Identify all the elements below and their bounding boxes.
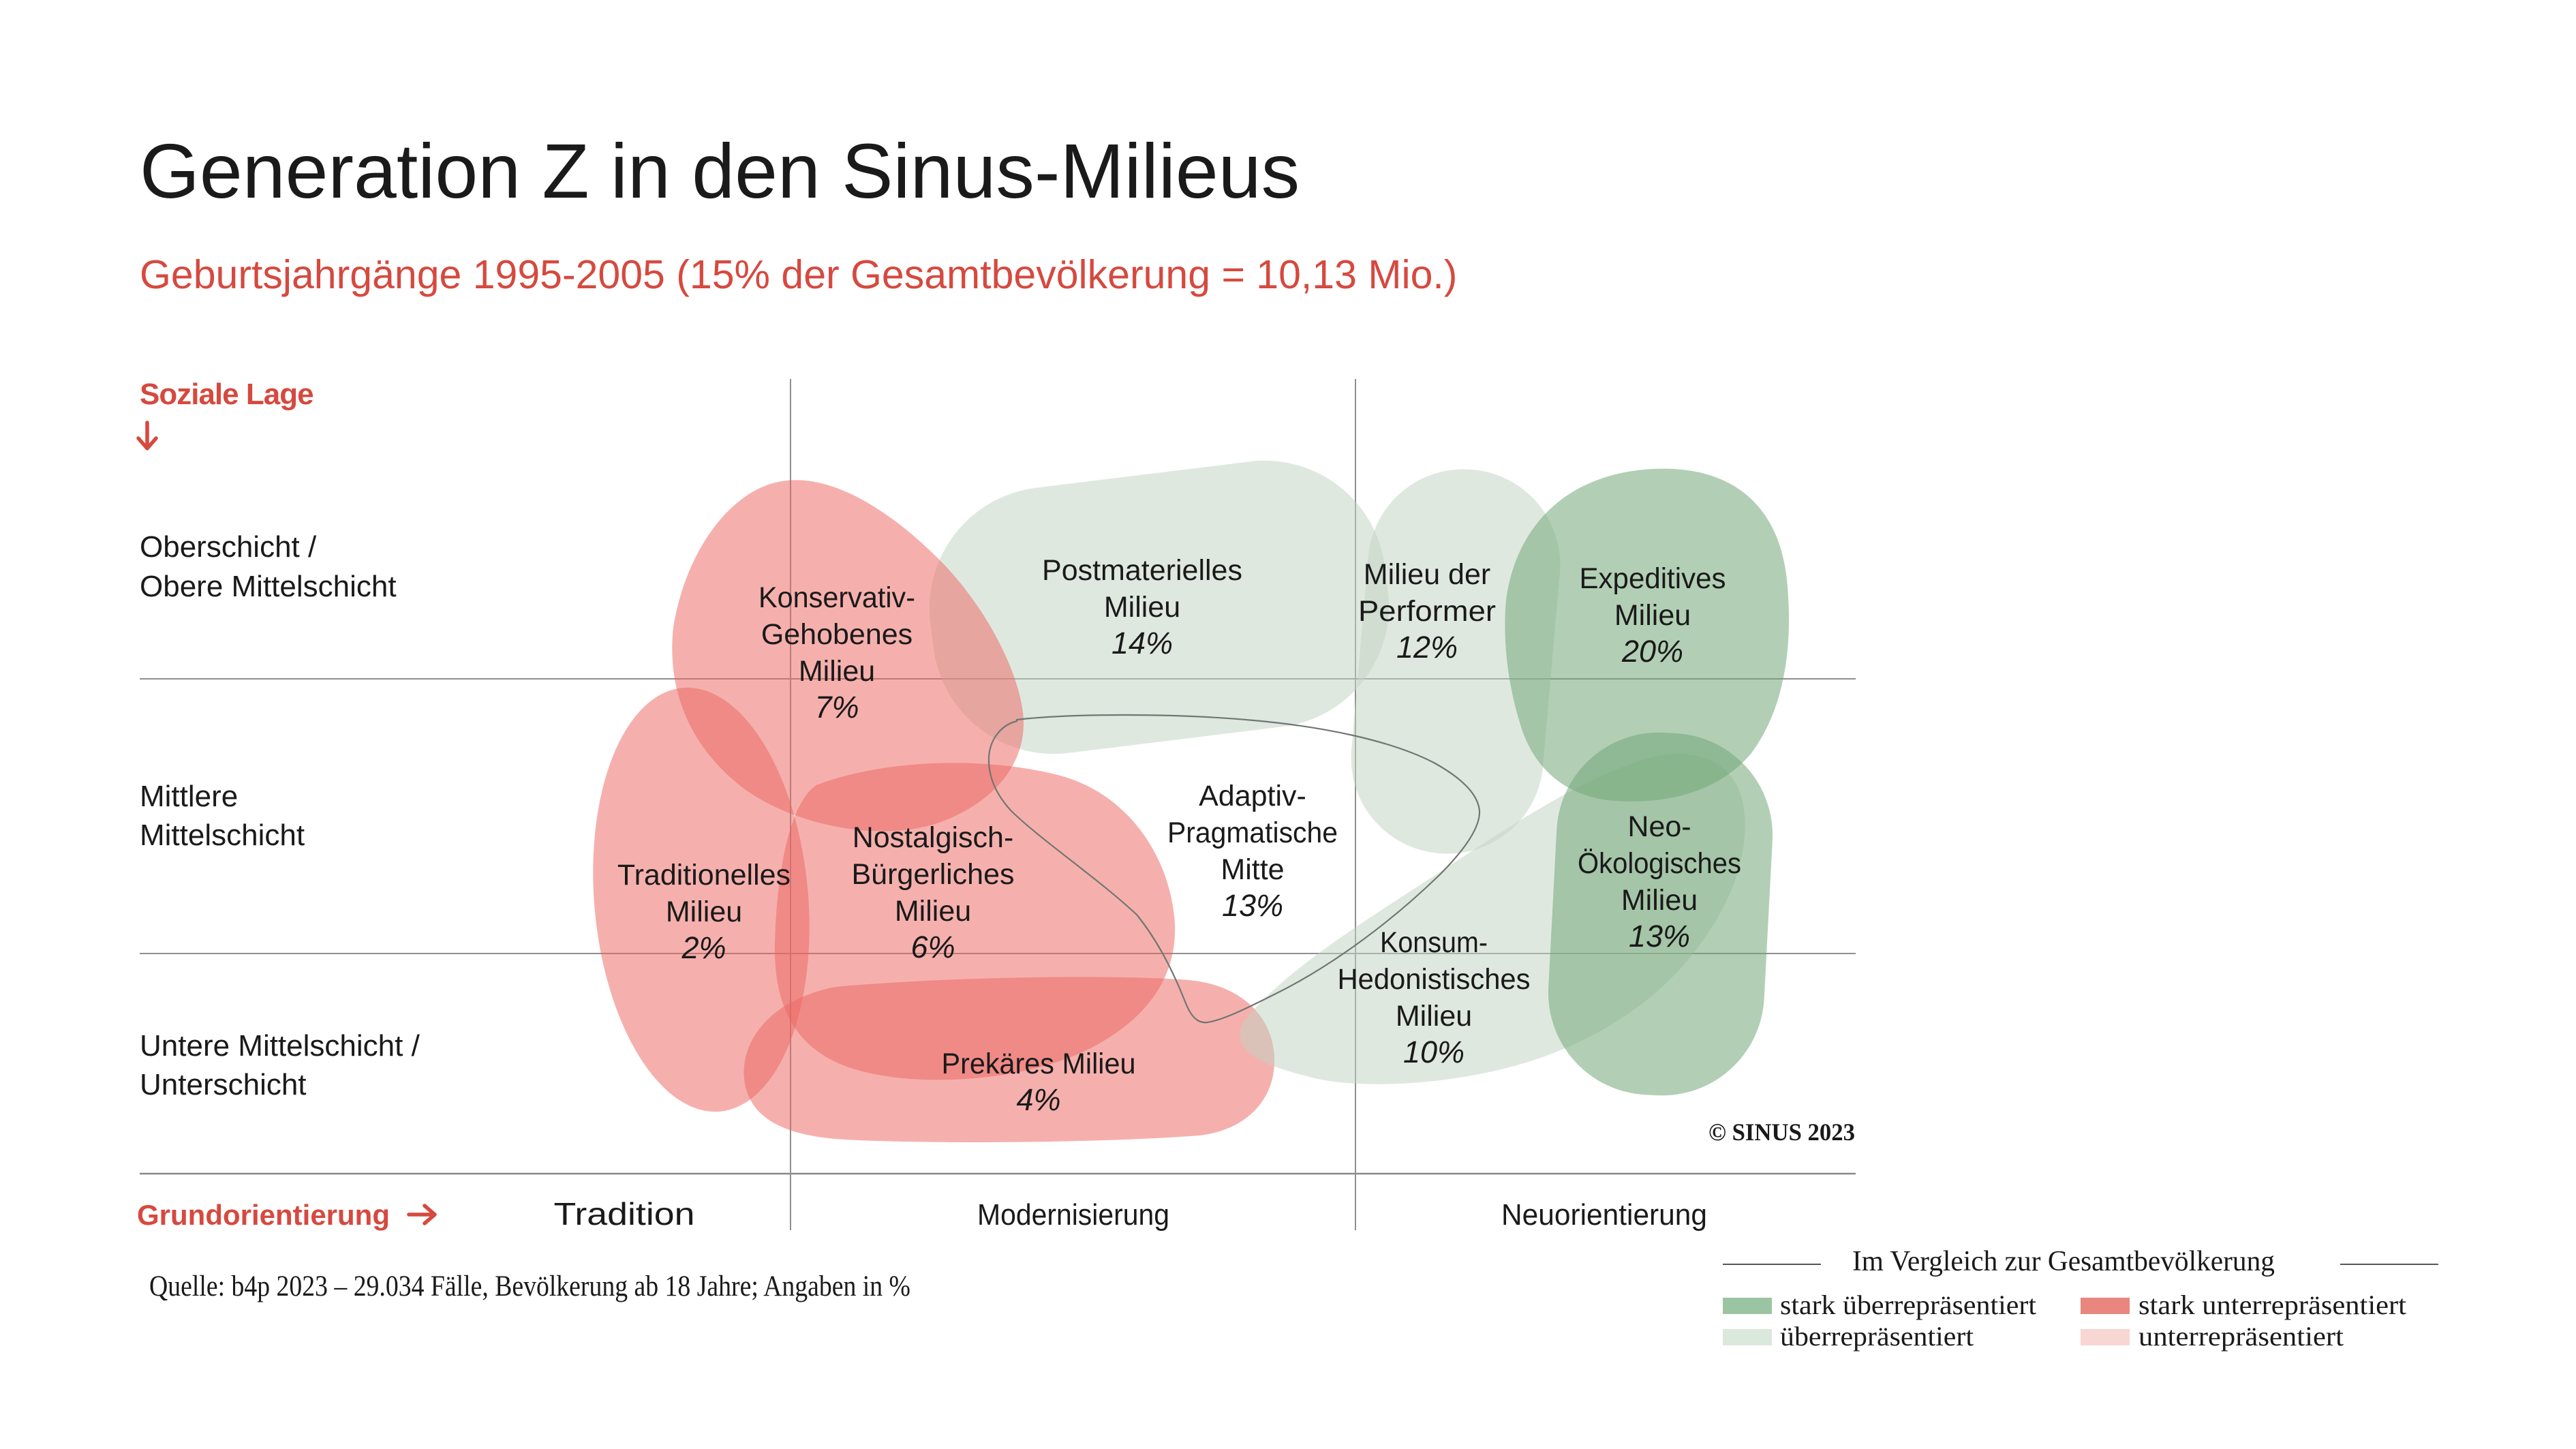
svg-text:4%: 4% — [1016, 1082, 1060, 1117]
svg-text:stark überrepräsentiert: stark überrepräsentiert — [1780, 1290, 2036, 1320]
svg-text:Neo-: Neo- — [1627, 810, 1691, 843]
svg-text:Quelle: b4p 2023 – 29.034 Fäll: Quelle: b4p 2023 – 29.034 Fälle, Bevölke… — [149, 1270, 910, 1302]
svg-text:Adaptiv-: Adaptiv- — [1199, 780, 1306, 812]
svg-text:20%: 20% — [1621, 634, 1683, 669]
svg-text:Pragmatische: Pragmatische — [1167, 817, 1338, 849]
svg-text:Konsum-: Konsum- — [1380, 926, 1488, 959]
svg-text:Unterschicht: Unterschicht — [140, 1068, 307, 1101]
svg-text:Im Vergleich zur Gesamtbevölke: Im Vergleich zur Gesamtbevölkerung — [1852, 1246, 2275, 1277]
svg-text:Ökologisches: Ökologisches — [1578, 847, 1741, 880]
svg-text:13%: 13% — [1629, 919, 1690, 954]
svg-text:© SINUS 2023: © SINUS 2023 — [1708, 1118, 1855, 1146]
svg-text:13%: 13% — [1222, 888, 1283, 923]
svg-text:Gehobenes: Gehobenes — [761, 618, 913, 651]
svg-text:6%: 6% — [910, 930, 955, 964]
svg-text:Milieu der: Milieu der — [1364, 558, 1490, 591]
svg-text:Untere Mittelschicht /: Untere Mittelschicht / — [140, 1029, 420, 1063]
svg-text:Geburtsjahrgänge 1995-2005 (15: Geburtsjahrgänge 1995-2005 (15% der Gesa… — [140, 252, 1457, 297]
svg-text:7%: 7% — [814, 690, 859, 724]
svg-text:Milieu: Milieu — [1396, 1000, 1472, 1033]
svg-text:Postmaterielles: Postmaterielles — [1042, 554, 1242, 587]
svg-text:Expeditives: Expeditives — [1580, 562, 1726, 595]
svg-text:Hedonistisches: Hedonistisches — [1338, 963, 1531, 996]
svg-text:Mittlere: Mittlere — [140, 780, 238, 813]
svg-text:Prekäres Milieu: Prekäres Milieu — [942, 1048, 1136, 1080]
svg-text:Tradition: Tradition — [554, 1196, 695, 1232]
svg-text:Grundorientierung: Grundorientierung — [137, 1199, 390, 1231]
svg-text:Modernisierung: Modernisierung — [977, 1198, 1169, 1232]
svg-text:Milieu: Milieu — [1104, 591, 1180, 624]
svg-text:Milieu: Milieu — [1621, 884, 1698, 917]
svg-text:stark unterrepräsentiert: stark unterrepräsentiert — [2138, 1290, 2406, 1320]
svg-text:2%: 2% — [681, 930, 726, 965]
svg-text:Oberschicht /: Oberschicht / — [140, 530, 317, 564]
svg-text:Mitte: Mitte — [1221, 853, 1284, 886]
svg-text:10%: 10% — [1403, 1035, 1465, 1069]
svg-text:Performer: Performer — [1358, 595, 1496, 628]
svg-text:Milieu: Milieu — [799, 655, 875, 688]
svg-text:Neuorientierung: Neuorientierung — [1501, 1198, 1707, 1232]
svg-text:Bürgerliches: Bürgerliches — [852, 858, 1015, 891]
svg-text:Soziale Lage: Soziale Lage — [140, 378, 313, 411]
svg-text:Milieu: Milieu — [666, 896, 742, 928]
svg-text:Traditionelles: Traditionelles — [617, 859, 791, 891]
svg-text:Nostalgisch-: Nostalgisch- — [853, 821, 1014, 854]
svg-text:Milieu: Milieu — [895, 895, 971, 928]
svg-text:überrepräsentiert: überrepräsentiert — [1780, 1321, 1974, 1352]
svg-text:Milieu: Milieu — [1614, 599, 1691, 632]
svg-text:unterrepräsentiert: unterrepräsentiert — [2138, 1321, 2344, 1352]
svg-text:Generation Z in den Sinus-Mili: Generation Z in den Sinus-Milieus — [140, 128, 1300, 214]
svg-text:Mittelschicht: Mittelschicht — [140, 819, 305, 852]
svg-text:Obere Mittelschicht: Obere Mittelschicht — [140, 570, 397, 603]
svg-text:Konservativ-: Konservativ- — [758, 581, 915, 614]
svg-text:14%: 14% — [1111, 626, 1173, 660]
svg-text:12%: 12% — [1396, 630, 1458, 665]
